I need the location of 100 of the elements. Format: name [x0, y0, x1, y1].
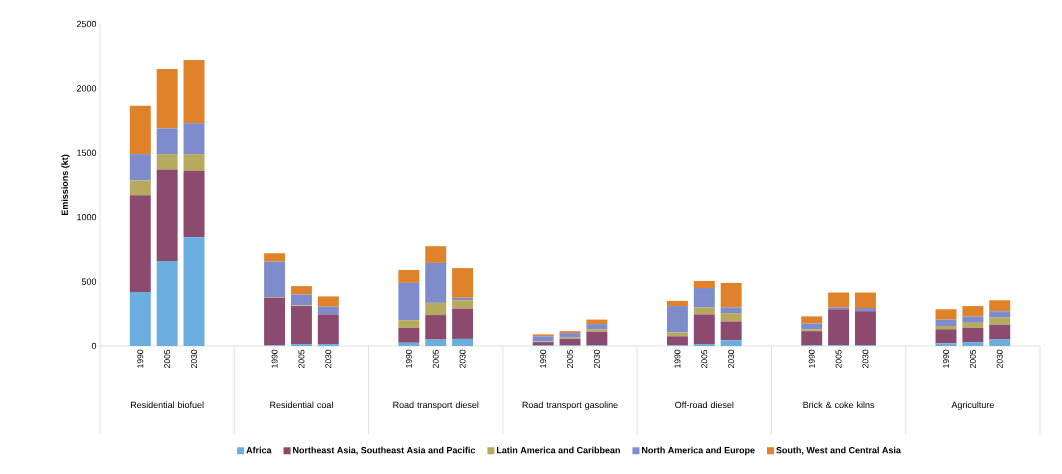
legend-label: South, West and Central Asia: [776, 446, 901, 455]
bar: [666, 300, 688, 307]
bar: [264, 261, 286, 298]
bar: [156, 260, 178, 346]
text: Road transport gasoline: [522, 401, 618, 410]
bar: [586, 324, 608, 330]
x-tick-label: 2005: [298, 349, 305, 368]
legend-label: North America and Europe: [642, 446, 755, 456]
text: Residential coal: [270, 401, 333, 409]
bar: [693, 288, 715, 308]
x-tick-label: 1990: [674, 349, 681, 368]
bar: [720, 340, 742, 346]
bar: [452, 268, 474, 298]
bar: [801, 331, 823, 346]
bar: [425, 302, 447, 316]
bar: [425, 315, 447, 340]
x-tick-label: 2030: [593, 349, 600, 368]
x-tick-label: 1990: [405, 349, 412, 368]
text: Off-road diesel: [675, 401, 734, 409]
bar: [156, 69, 178, 129]
y-tick-label: 2500: [77, 20, 97, 28]
bar: [935, 343, 957, 346]
x-tick-label: 1990: [540, 349, 547, 368]
bar: [425, 246, 447, 263]
bar: [156, 169, 178, 261]
bar: [129, 291, 151, 346]
text: Agriculture: [951, 401, 994, 410]
bar: [398, 282, 420, 321]
bar: [264, 297, 286, 346]
x-tick-label: 2030: [325, 349, 332, 368]
bar: [666, 332, 688, 337]
bar: [290, 286, 312, 295]
bar: [935, 326, 957, 330]
y-axis-title: Emissions (kt): [61, 154, 70, 216]
x-tick-label: 2030: [191, 349, 198, 368]
bar: [828, 309, 850, 346]
text: Road transport diesel: [393, 401, 479, 410]
x-tick-label: 1990: [137, 349, 144, 368]
bar: [801, 323, 823, 330]
legend-label: Latin America and Caribbean: [496, 446, 620, 454]
x-tick-label: 2030: [862, 349, 869, 368]
bar: [962, 322, 984, 328]
y-tick-label: 2000: [77, 85, 97, 92]
bar: [989, 300, 1011, 312]
bar: [693, 307, 715, 315]
bar: [720, 321, 742, 341]
text: Residential biofuel: [131, 401, 204, 409]
bar: [532, 336, 554, 342]
x-tick-label: 1990: [808, 349, 815, 368]
x-tick-label: 2030: [728, 349, 735, 368]
bar: [183, 154, 205, 171]
x-tick-label: 2005: [567, 349, 573, 368]
legend-label: Africa: [246, 446, 272, 454]
bar: [720, 313, 742, 322]
bar: [935, 329, 957, 344]
bar: [854, 311, 876, 346]
bar: [398, 327, 420, 343]
bar: [129, 180, 151, 196]
bar: [693, 314, 715, 345]
bar: [425, 339, 447, 346]
bar: [962, 327, 984, 343]
bar: [666, 336, 688, 346]
bar: [317, 314, 339, 345]
x-tick-label: 1990: [943, 349, 950, 368]
y-tick-label: 500: [81, 278, 97, 285]
bar: [183, 237, 205, 346]
bar: [290, 294, 312, 306]
bar: [156, 128, 178, 155]
bar: [452, 300, 474, 309]
x-tick-label: 1990: [271, 349, 278, 368]
bar: [156, 154, 178, 170]
bar: [962, 316, 984, 323]
x-tick-label: 2030: [996, 349, 1003, 368]
bar: [989, 317, 1011, 325]
bar: [962, 342, 984, 346]
bar: [129, 105, 151, 155]
bar: [586, 331, 608, 346]
bar: [854, 292, 876, 308]
bar: [559, 338, 581, 346]
bar: [398, 269, 420, 283]
bar: [989, 311, 1011, 318]
bar: [183, 60, 205, 124]
bar: [693, 280, 715, 289]
bar: [801, 316, 823, 324]
x-tick-label: 2005: [969, 349, 976, 368]
bar: [935, 309, 957, 320]
y-tick-label: 0: [91, 342, 97, 350]
x-tick-label: 2005: [835, 349, 842, 368]
bar: [183, 170, 205, 238]
bar: [989, 339, 1011, 346]
bar: [129, 195, 151, 292]
x-tick-label: 2005: [432, 349, 439, 368]
bar: [398, 320, 420, 328]
bar: [290, 306, 312, 345]
bar: [452, 338, 474, 346]
x-tick-label: 2030: [459, 349, 466, 368]
x-tick-label: 2005: [164, 349, 171, 368]
bar: [989, 324, 1011, 340]
bar: [398, 342, 420, 346]
bar: [129, 154, 151, 181]
